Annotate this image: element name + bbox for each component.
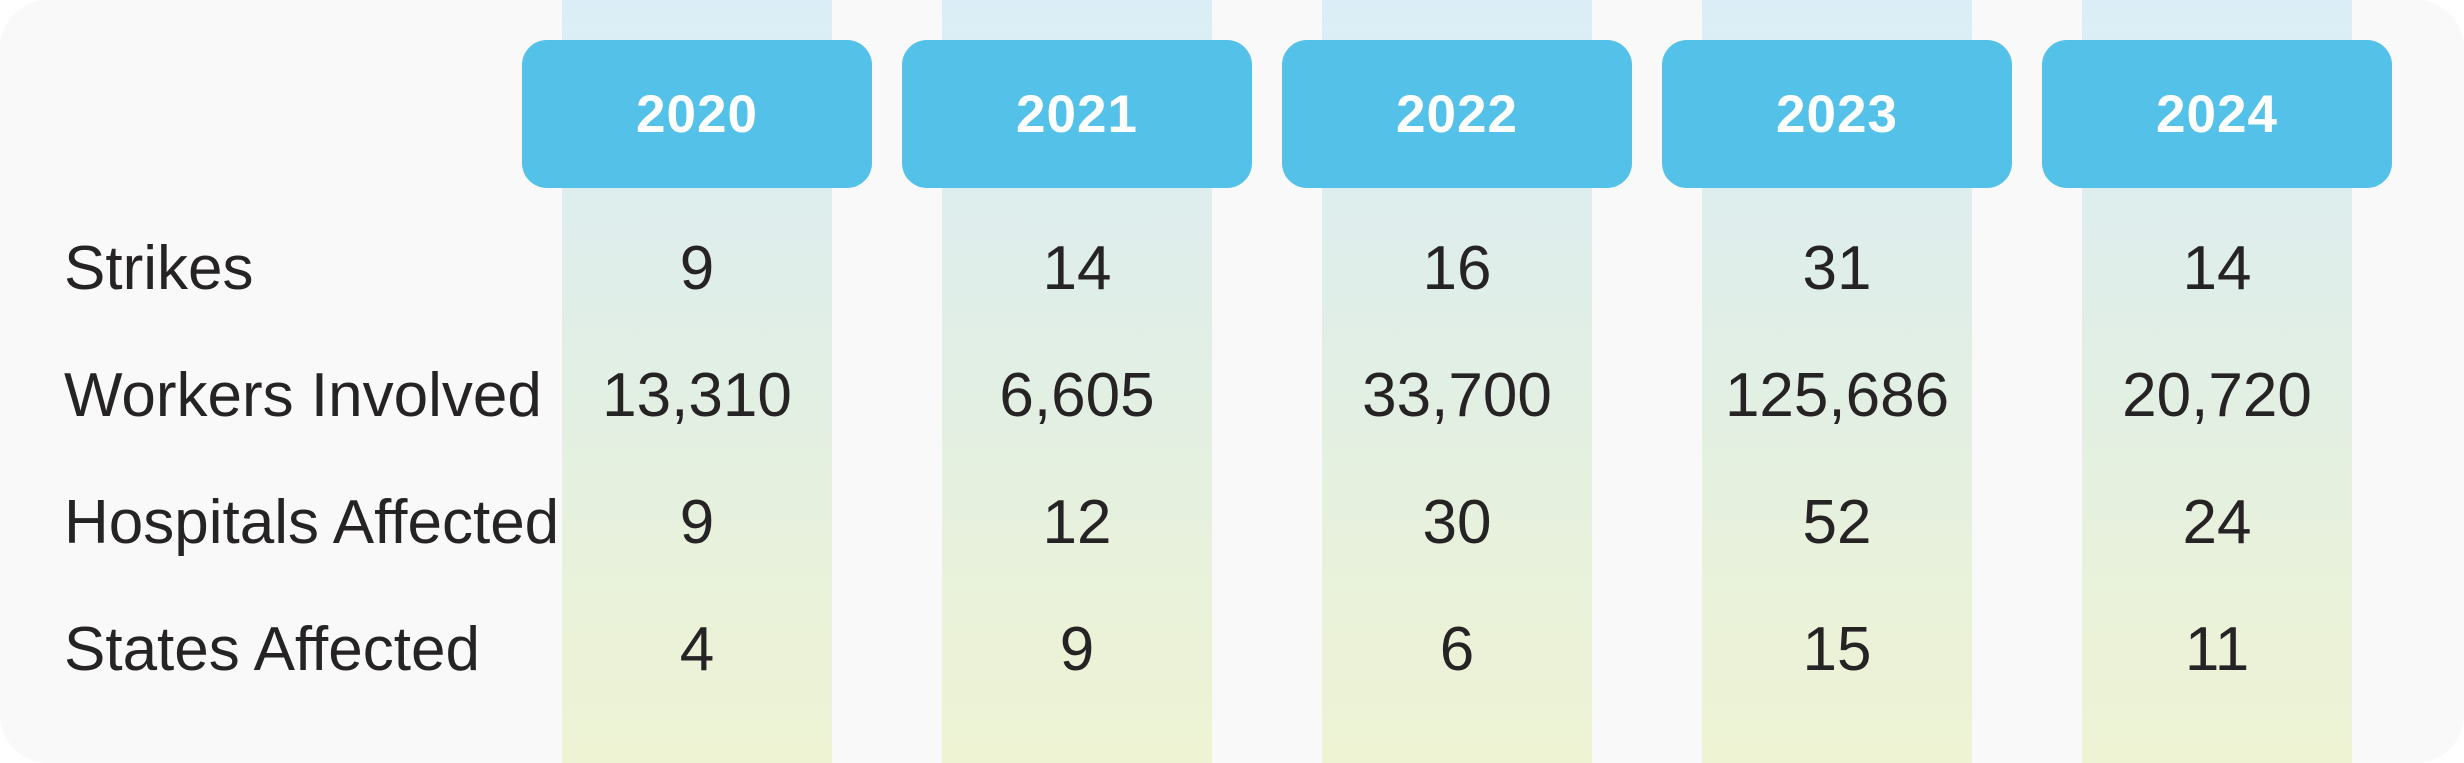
table-value: 6 <box>1439 615 1475 684</box>
table-value: 125,686 <box>1724 361 1950 430</box>
table-value: 15 <box>1802 615 1872 684</box>
header-spacer <box>0 0 452 205</box>
year-header-cell: 2021 <box>902 0 1252 205</box>
year-pill-2020: 2020 <box>522 40 872 188</box>
table-value: 9 <box>679 234 715 303</box>
table-value: 11 <box>2184 615 2250 684</box>
table-value: 20,720 <box>2122 361 2312 430</box>
table-value: 12 <box>1042 488 1112 557</box>
table-value: 9 <box>1059 615 1095 684</box>
year-header-cell: 2023 <box>1662 0 2012 205</box>
year-header-cell: 2022 <box>1282 0 1632 205</box>
year-pill-2024: 2024 <box>2042 40 2392 188</box>
table-value: 13,310 <box>602 361 792 430</box>
year-pill-2022: 2022 <box>1282 40 1632 188</box>
row-label: Strikes <box>64 234 254 303</box>
table-value: 14 <box>1042 234 1112 303</box>
table-value: 33,700 <box>1362 361 1552 430</box>
year-pill-2023: 2023 <box>1662 40 2012 188</box>
year-header-cell: 2020 <box>522 0 872 205</box>
row-label: Hospitals Affected <box>64 488 560 557</box>
table-value: 14 <box>2182 234 2252 303</box>
table-value: 9 <box>679 488 715 557</box>
table-value: 4 <box>679 615 715 684</box>
table-value: 16 <box>1422 234 1492 303</box>
table-value: 24 <box>2182 488 2252 557</box>
year-header-cell: 2024 <box>2042 0 2392 205</box>
table-value: 52 <box>1802 488 1872 557</box>
table-value: 6,605 <box>999 361 1155 430</box>
table-value: 30 <box>1422 488 1492 557</box>
row-label: Workers Involved <box>64 361 542 430</box>
year-pill-2021: 2021 <box>902 40 1252 188</box>
row-label: States Affected <box>64 615 480 684</box>
data-table: 2020 2021 2022 2023 2024 Strikes 9 14 16 31 14 Work… <box>0 0 2392 684</box>
table-value: 31 <box>1802 234 1872 303</box>
